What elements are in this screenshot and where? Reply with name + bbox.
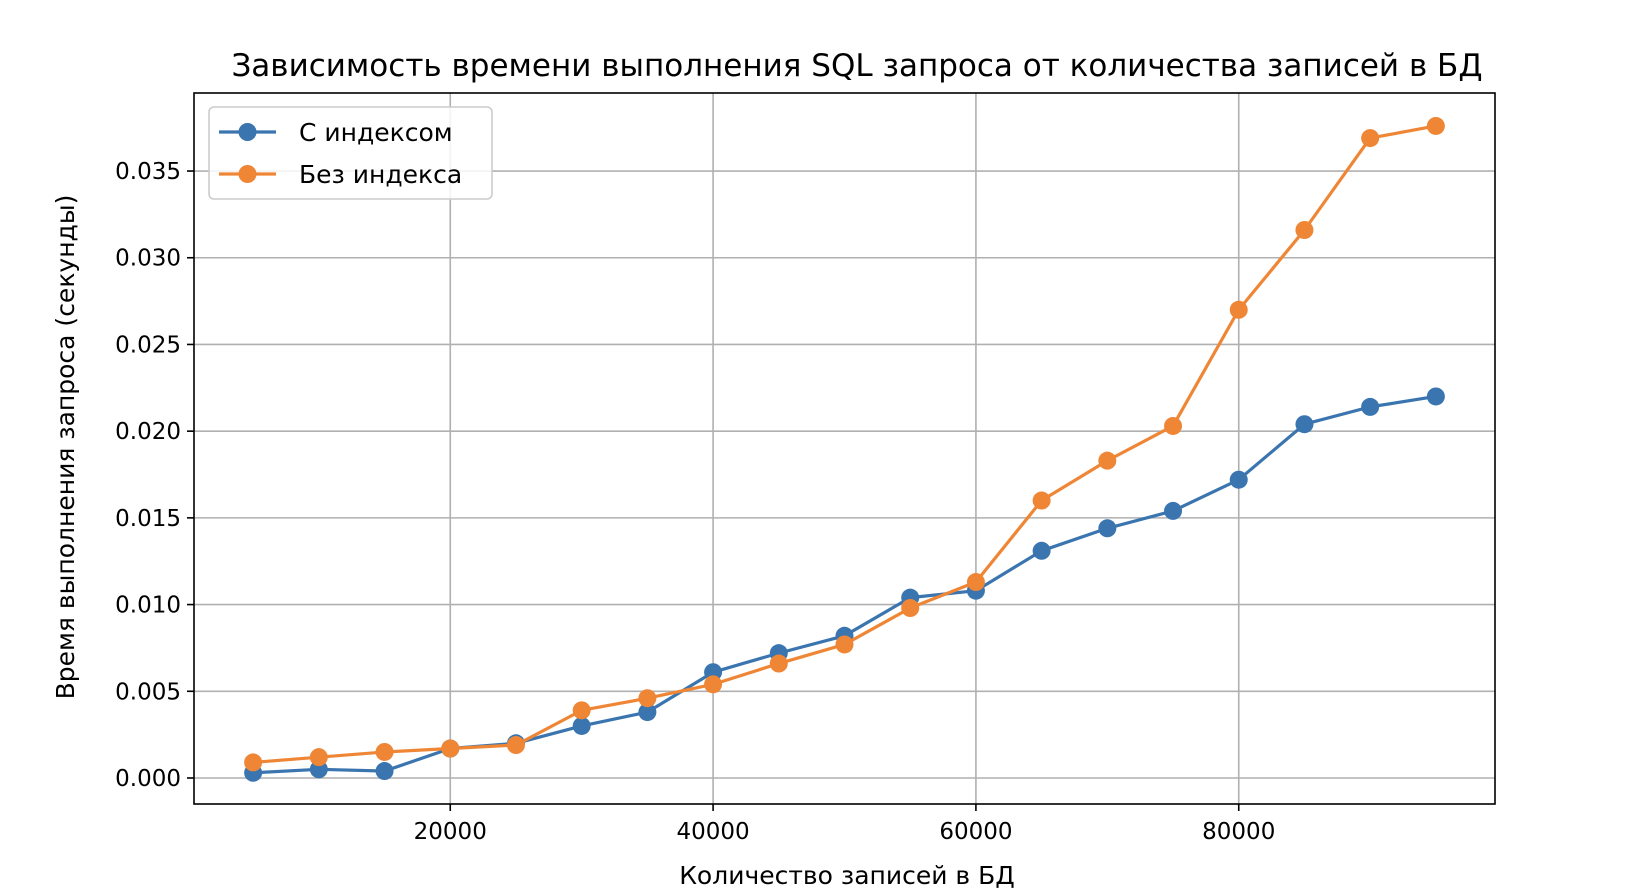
data-point-with-index xyxy=(1295,415,1314,434)
y-tick-label: 0.035 xyxy=(115,159,181,185)
data-point-with-index xyxy=(1164,501,1183,520)
legend-label-with-index: С индексом xyxy=(299,118,453,147)
data-point-without-index xyxy=(244,753,263,772)
data-point-with-index xyxy=(1426,387,1445,406)
grid xyxy=(194,93,1495,804)
y-tick-label: 0.025 xyxy=(115,332,181,358)
data-point-without-index xyxy=(1164,416,1183,435)
legend-marker-with-index xyxy=(238,123,257,141)
y-tick-label: 0.000 xyxy=(115,766,181,792)
data-point-with-index xyxy=(1229,470,1248,489)
data-point-without-index xyxy=(901,599,920,618)
data-point-without-index xyxy=(638,689,657,708)
x-tick-label: 80000 xyxy=(1202,819,1275,845)
data-point-without-index xyxy=(769,654,788,673)
data-point-without-index xyxy=(506,736,525,755)
x-tick-label: 40000 xyxy=(676,819,749,845)
plot-frame xyxy=(193,92,1496,805)
x-axis-label: Количество записей в БД xyxy=(679,861,1015,890)
legend-box xyxy=(208,106,493,200)
data-point-without-index xyxy=(1361,129,1380,148)
data-point-with-index xyxy=(375,762,394,781)
x-tick-label: 60000 xyxy=(939,819,1012,845)
y-tick-label: 0.020 xyxy=(115,419,181,445)
data-point-without-index xyxy=(1032,491,1051,510)
data-point-with-index xyxy=(1098,519,1117,538)
y-tick-label: 0.005 xyxy=(115,679,181,705)
data-point-without-index xyxy=(375,742,394,761)
data-point-without-index xyxy=(441,739,460,758)
data-point-without-index xyxy=(966,573,985,592)
y-tick-label: 0.030 xyxy=(115,246,181,272)
legend: С индексом Без индекса xyxy=(208,106,493,200)
data-point-without-index xyxy=(704,675,723,694)
legend-marker-without-index xyxy=(238,165,257,183)
legend-entry-without-index: Без индекса xyxy=(219,160,462,189)
data-point-without-index xyxy=(1229,300,1248,319)
data-point-with-index xyxy=(1032,541,1051,560)
y-tick-label: 0.015 xyxy=(115,506,181,532)
data-point-without-index xyxy=(572,701,591,720)
data-point-without-index xyxy=(1426,116,1445,135)
chart-title: Зависимость времени выполнения SQL запро… xyxy=(231,48,1482,84)
y-tick-label: 0.010 xyxy=(115,593,181,619)
legend-label-without-index: Без индекса xyxy=(299,160,462,189)
ticks: 20000 40000 60000 80000 0.000 0.005 0.010 0.015… xyxy=(115,159,1275,845)
data-point-without-index xyxy=(1098,451,1117,470)
x-tick-label: 20000 xyxy=(414,819,487,845)
data-point-with-index xyxy=(638,703,657,722)
data-point-with-index xyxy=(1361,397,1380,416)
data-point-with-index xyxy=(572,716,591,735)
series-layer xyxy=(244,116,1445,782)
y-axis-label: Время выполнения запроса (секунды) xyxy=(51,195,80,700)
data-point-without-index xyxy=(309,748,328,767)
legend-entry-with-index: С индексом xyxy=(219,118,453,147)
data-point-without-index xyxy=(835,635,854,654)
data-point-without-index xyxy=(1295,221,1314,239)
